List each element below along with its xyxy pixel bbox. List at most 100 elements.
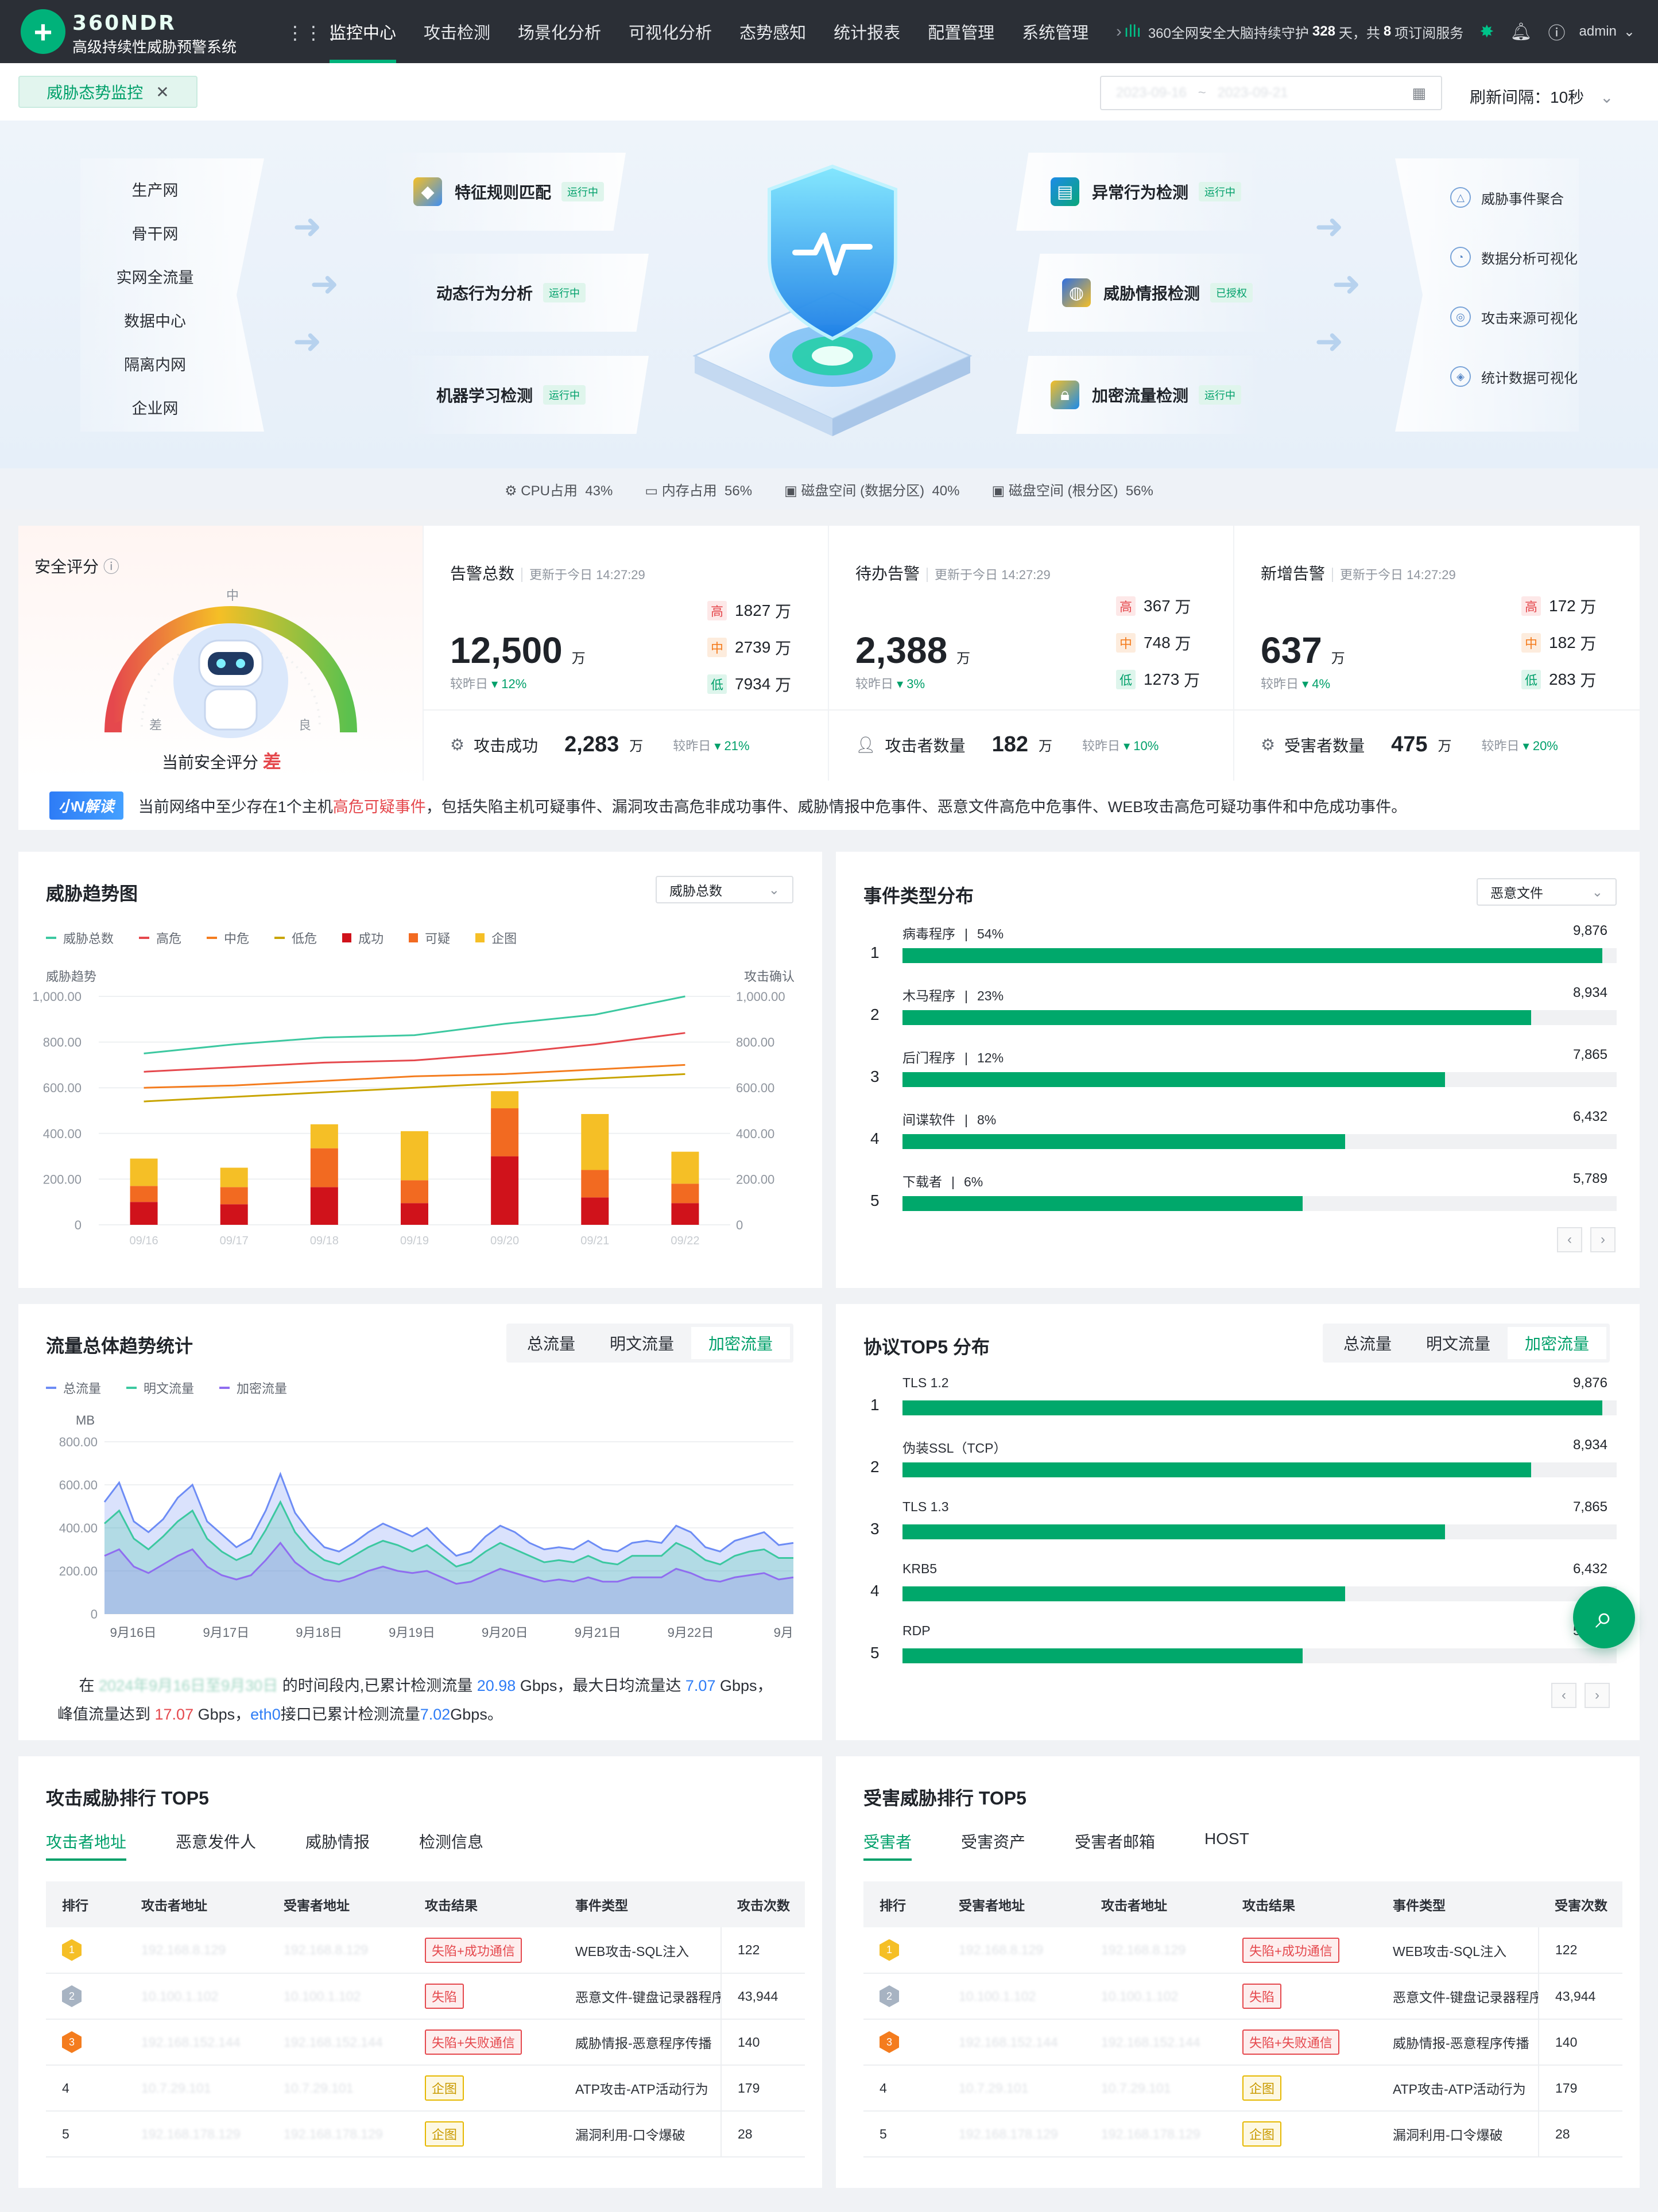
bar-可疑[interactable] [491,1108,519,1157]
column-header[interactable]: 受害者地址 [268,1881,409,1927]
line-加密流量[interactable] [104,1541,794,1585]
tab-victim[interactable]: 受害者 [863,1830,912,1864]
tab-detection-info[interactable]: 检测信息 [419,1833,484,1851]
menu-system[interactable]: 系统管理 [1022,24,1089,42]
bar-成功[interactable] [401,1203,428,1225]
tab-threat-intel[interactable]: 威胁情报 [305,1833,370,1851]
event-type-select[interactable]: 恶意文件 ⌄ [1477,878,1617,906]
seg-total[interactable]: 总流量 [1343,1335,1392,1353]
seg-encrypted[interactable]: 加密流量 [691,1327,791,1359]
bar-成功[interactable] [130,1202,158,1225]
legend-item[interactable]: 中危 [207,929,249,947]
line-明文流量[interactable] [104,1500,793,1568]
tab-attacker-address[interactable]: 攻击者地址 [46,1830,127,1864]
help-icon[interactable]: ⓘ [1548,24,1566,43]
rank-row[interactable]: 4 间谍软件 | 8% 6,432 [870,1109,1617,1166]
tab-malicious-sender[interactable]: 恶意发件人 [176,1833,257,1851]
bell-icon[interactable]: 🔔︎ [1510,22,1532,41]
table-row[interactable]: 4 10.7.29.101 10.7.29.101 企图 ATP攻击-ATP活动行为 17… [863,2065,1622,2112]
column-header[interactable]: 受害次数 [1539,1881,1622,1927]
address-cell[interactable]: 10.100.1.102 [125,1973,268,2020]
rank-row[interactable]: 1 TLS 1.2 9,876 [870,1375,1617,1433]
table-row[interactable]: 2 10.100.1.102 10.100.1.102 失陷 恶意文件-键盘记录器程序 4… [46,1973,805,2020]
app-grid-icon[interactable]: ⋮⋮⋮ [286,22,341,43]
rank-row[interactable]: 2 伪装SSL（TCP） 8,934 [870,1437,1617,1495]
user-chevron-icon[interactable]: ⌄ [1623,24,1635,40]
bar-可疑[interactable] [310,1148,338,1188]
rank-row[interactable]: 5 下载者 | 6% 5,789 [870,1171,1617,1228]
next-page-icon[interactable]: › [1590,1227,1616,1252]
tab-host[interactable]: HOST [1204,1830,1249,1848]
seg-total[interactable]: 总流量 [527,1335,576,1353]
menu-monitor-center[interactable]: 监控中心 [330,0,397,63]
line-低危[interactable] [144,1073,685,1103]
address-cell[interactable]: 192.168.178.129 [268,2111,409,2157]
menu-attack-detection[interactable]: 攻击检测 [424,24,491,42]
bar-企图[interactable] [401,1131,428,1181]
address-cell[interactable]: 192.168.178.129 [125,2111,268,2157]
bar-可疑[interactable] [401,1180,428,1204]
address-cell[interactable]: 10.7.29.101 [268,2065,409,2112]
prev-page-icon[interactable]: ‹ [1551,1683,1576,1708]
legend-item[interactable]: 总流量 [46,1379,101,1397]
column-header[interactable]: 攻击结果 [1226,1881,1377,1927]
menu-visual-analysis[interactable]: 可视化分析 [629,24,712,42]
column-header[interactable]: 事件类型 [1377,1881,1539,1927]
seg-plain[interactable]: 明文流量 [610,1335,675,1353]
tab-victim-email[interactable]: 受害者邮箱 [1075,1833,1156,1851]
bar-可疑[interactable] [220,1187,248,1205]
table-row[interactable]: 5 192.168.178.129 192.168.178.129 企图 漏洞利用-口令… [863,2111,1622,2157]
column-header[interactable]: 受害者地址 [943,1881,1085,1927]
address-cell[interactable]: 10.7.29.101 [943,2065,1085,2112]
security-brain-icon[interactable]: ✸ [1479,22,1494,41]
address-cell[interactable]: 192.168.8.129 [943,1927,1085,1974]
bar-成功[interactable] [220,1204,248,1225]
address-cell[interactable]: 192.168.152.144 [125,2019,268,2066]
table-row[interactable]: 3 192.168.152.144 192.168.152.144 失陷+失败通信 威胁… [46,2019,805,2066]
rank-row[interactable]: 1 病毒程序 | 54% 9,876 [870,923,1617,980]
address-cell[interactable]: 192.168.152.144 [1085,2019,1226,2066]
bar-成功[interactable] [671,1203,699,1225]
menu-stat-report[interactable]: 统计报表 [834,24,901,42]
table-row[interactable]: 3 192.168.152.144 192.168.152.144 失陷+失败通信 威胁… [863,2019,1622,2066]
legend-item[interactable]: 明文流量 [126,1379,194,1397]
help-icon[interactable]: ⓘ [103,558,119,576]
column-header[interactable]: 攻击者地址 [1085,1881,1226,1927]
insight-highlight[interactable]: 高危可疑事件 [332,798,426,816]
logo[interactable]: + 360NDR 高级持续性威胁预警系统 [21,9,262,56]
bar-可疑[interactable] [581,1170,609,1198]
bar-成功[interactable] [581,1197,609,1225]
close-icon[interactable]: ✕ [156,83,169,101]
address-cell[interactable]: 10.7.29.101 [125,2065,268,2112]
bar-企图[interactable] [130,1158,158,1186]
date-range-picker[interactable]: 2023-09-16 ~ 2023-09-21 ▦ [1100,76,1442,110]
bar-可疑[interactable] [130,1186,158,1202]
legend-item[interactable]: 威胁总数 [46,929,114,947]
bar-企图[interactable] [491,1091,519,1109]
address-cell[interactable]: 192.168.8.129 [1085,1927,1226,1974]
address-cell[interactable]: 192.168.8.129 [268,1927,409,1974]
legend-item[interactable]: 高危 [139,929,181,947]
table-row[interactable]: 2 10.100.1.102 10.100.1.102 失陷 恶意文件-键盘记录器程序 4… [863,1973,1622,2020]
line-高危[interactable] [144,1032,685,1073]
address-cell[interactable]: 192.168.152.144 [943,2019,1085,2066]
tab-victim-asset[interactable]: 受害资产 [961,1833,1026,1851]
bar-企图[interactable] [220,1167,248,1188]
bar-可疑[interactable] [671,1183,699,1204]
bar-成功[interactable] [310,1187,338,1225]
table-row[interactable]: 1 192.168.8.129 192.168.8.129 失陷+成功通信 WEB攻击-… [46,1927,805,1974]
address-cell[interactable]: 10.100.1.102 [268,1973,409,2020]
refresh-interval[interactable]: 刷新间隔：10秒 ⌄ [1470,85,1613,108]
user-name[interactable]: admin [1579,24,1617,39]
rank-row[interactable]: 3 TLS 1.3 7,865 [870,1499,1617,1557]
address-cell[interactable]: 192.168.178.129 [943,2111,1085,2157]
rank-row[interactable]: 3 后门程序 | 12% 7,865 [870,1047,1617,1104]
rank-row[interactable]: 2 木马程序 | 23% 8,934 [870,985,1617,1042]
column-header[interactable]: 攻击次数 [721,1881,805,1927]
line-总流量[interactable] [103,1472,794,1557]
legend-item[interactable]: 成功 [342,929,383,947]
address-cell[interactable]: 10.100.1.102 [1085,1973,1226,2020]
menu-scenario-analysis[interactable]: 场景化分析 [518,24,602,42]
menu-situation-awareness[interactable]: 态势感知 [739,24,807,42]
address-cell[interactable]: 10.7.29.101 [1085,2065,1226,2112]
